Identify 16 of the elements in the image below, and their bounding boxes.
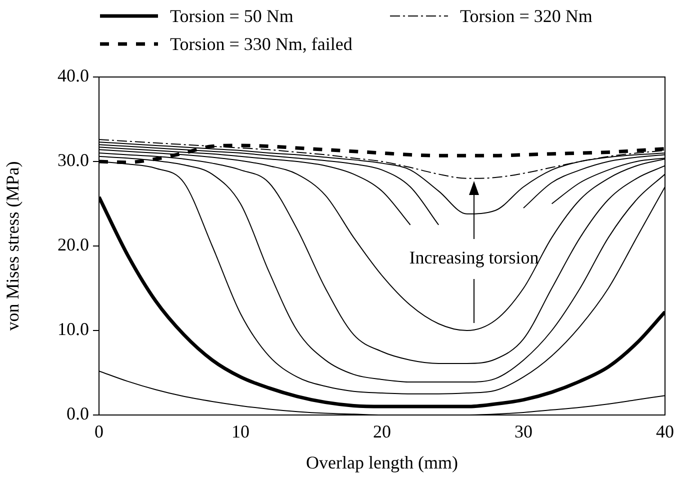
legend-label: Torsion = 330 Nm, failed bbox=[170, 34, 352, 54]
x-tick-label: 30 bbox=[514, 422, 532, 442]
y-tick-label: 0.0 bbox=[66, 404, 89, 424]
y-tick-label: 40.0 bbox=[58, 66, 89, 86]
annotation: Increasing torsion bbox=[409, 247, 539, 268]
y-axis-title: von Mises stress (MPa) bbox=[2, 161, 23, 331]
y-tick-label: 30.0 bbox=[58, 150, 89, 170]
x-tick-label: 10 bbox=[232, 422, 250, 442]
legend-label: Torsion = 320 Nm bbox=[460, 6, 592, 26]
legend-label: Torsion = 50 Nm bbox=[170, 6, 294, 26]
x-tick-label: 40 bbox=[656, 422, 674, 442]
x-tick-label: 20 bbox=[373, 422, 391, 442]
x-axis-title: Overlap length (mm) bbox=[306, 452, 458, 473]
y-tick-label: 20.0 bbox=[58, 234, 89, 255]
x-tick-label: 0 bbox=[94, 422, 104, 442]
y-tick-label: 10.0 bbox=[58, 319, 89, 340]
